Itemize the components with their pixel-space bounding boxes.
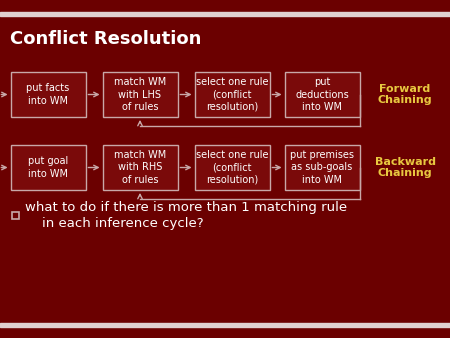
Text: put premises
as sub-goals
into WM: put premises as sub-goals into WM [290, 150, 354, 185]
Text: Backward
Chaining: Backward Chaining [374, 157, 436, 178]
Bar [284, 72, 360, 117]
Bar [284, 145, 360, 190]
Text: match WM
with LHS
of rules: match WM with LHS of rules [114, 77, 166, 112]
Bar [0, 323, 450, 327]
Bar [194, 72, 270, 117]
Text: Conflict Resolution: Conflict Resolution [10, 30, 202, 48]
Text: put goal
into WM: put goal into WM [28, 156, 68, 179]
Bar [103, 72, 177, 117]
Bar [0, 12, 450, 16]
Text: put
deductions
into WM: put deductions into WM [295, 77, 349, 112]
Text: Forward
Chaining: Forward Chaining [378, 84, 432, 105]
Text: select one rule
(conflict
resolution): select one rule (conflict resolution) [196, 150, 268, 185]
Text: match WM
with RHS
of rules: match WM with RHS of rules [114, 150, 166, 185]
Bar [103, 145, 177, 190]
Text: select one rule
(conflict
resolution): select one rule (conflict resolution) [196, 77, 268, 112]
Bar [194, 145, 270, 190]
Text: put facts
into WM: put facts into WM [27, 83, 70, 106]
Bar [10, 145, 86, 190]
Text: what to do if there is more than 1 matching rule
    in each inference cycle?: what to do if there is more than 1 match… [25, 200, 347, 231]
Bar [10, 72, 86, 117]
Bar [12, 212, 19, 219]
